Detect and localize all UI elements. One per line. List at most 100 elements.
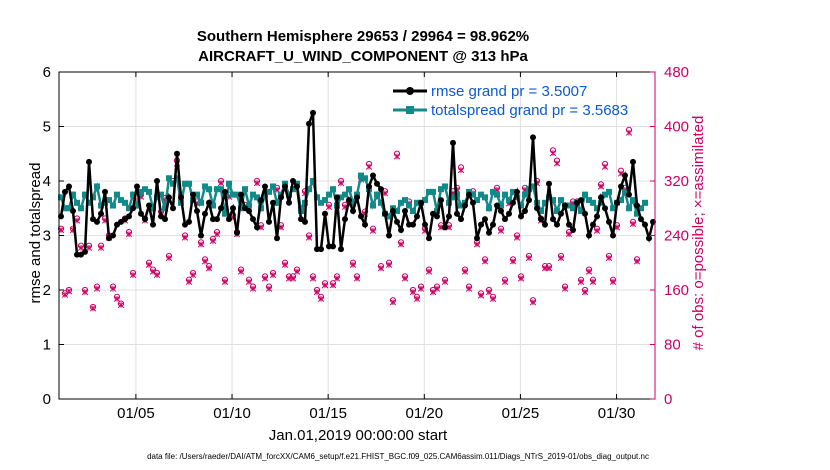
obs-assimilated-point bbox=[181, 234, 189, 241]
totalspread-point bbox=[530, 183, 536, 190]
totalspread-point bbox=[478, 191, 484, 198]
chart-title: Southern Hemisphere 29653 / 29964 = 98.9… bbox=[197, 28, 529, 45]
totalspread-point bbox=[158, 191, 164, 198]
totalspread-point bbox=[566, 202, 572, 209]
y-tick-label: 5 bbox=[43, 119, 51, 136]
rmse-point bbox=[302, 218, 308, 225]
totalspread-point bbox=[186, 180, 192, 187]
totalspread-point bbox=[222, 210, 228, 217]
y2-tick-label: 0 bbox=[664, 391, 672, 408]
rmse-point bbox=[350, 207, 356, 214]
obs-assimilated-point bbox=[401, 275, 409, 282]
rmse-point bbox=[598, 194, 604, 201]
obs-assimilated-point bbox=[265, 285, 273, 292]
rmse-point bbox=[558, 210, 564, 217]
rmse-point bbox=[202, 210, 208, 217]
y-tick-label: 3 bbox=[43, 228, 51, 245]
obs-assimilated-point bbox=[481, 258, 489, 265]
rmse-point bbox=[586, 232, 592, 239]
rmse-point bbox=[66, 183, 72, 190]
rmse-point bbox=[266, 218, 272, 225]
rmse-point bbox=[234, 229, 240, 236]
obs-assimilated-point bbox=[517, 275, 525, 282]
totalspread-point bbox=[370, 202, 376, 209]
obs-assimilated-point bbox=[609, 278, 617, 285]
totalspread-point bbox=[286, 191, 292, 198]
rmse-point bbox=[438, 197, 444, 204]
rmse-point bbox=[426, 235, 432, 242]
obs-assimilated-point bbox=[385, 261, 393, 268]
y2-tick-label: 320 bbox=[664, 173, 689, 190]
totalspread-point bbox=[510, 188, 516, 195]
obs-assimilated-point bbox=[205, 265, 213, 272]
rmse-point bbox=[86, 158, 92, 165]
rmse-point bbox=[490, 221, 496, 228]
rmse-point bbox=[542, 221, 548, 228]
totalspread-point bbox=[486, 205, 492, 212]
rmse-point bbox=[362, 221, 368, 228]
totalspread-point bbox=[206, 186, 212, 193]
rmse-point bbox=[482, 216, 488, 223]
rmse-point bbox=[166, 194, 172, 201]
obs-assimilated-point bbox=[321, 282, 329, 289]
totalspread-point bbox=[138, 188, 144, 195]
totalspread-point bbox=[346, 186, 352, 193]
rmse-point bbox=[306, 120, 312, 127]
obs-assimilated-point bbox=[109, 285, 117, 292]
totalspread-point bbox=[198, 199, 204, 206]
totalspread-point bbox=[226, 180, 232, 187]
rmse-point bbox=[330, 243, 336, 250]
obs-assimilated-point bbox=[353, 275, 361, 282]
x-tick-label: 01/25 bbox=[502, 405, 540, 422]
totalspread-point bbox=[170, 180, 176, 187]
obs-assimilated-point bbox=[333, 275, 341, 282]
obs-assimilated-point bbox=[597, 183, 605, 190]
totalspread-point bbox=[402, 197, 408, 204]
x-tick-label: 01/15 bbox=[309, 405, 347, 422]
rmse-point bbox=[578, 197, 584, 204]
rmse-point bbox=[402, 207, 408, 214]
rmse-point bbox=[178, 194, 184, 201]
totalspread-point bbox=[130, 191, 136, 198]
obs-assimilated-point bbox=[337, 179, 345, 187]
obs-assimilated-point bbox=[553, 160, 561, 167]
rmse-point bbox=[338, 246, 344, 253]
rmse-point bbox=[394, 218, 400, 225]
obs-assimilated-point bbox=[165, 254, 173, 262]
totalspread-point bbox=[322, 197, 328, 204]
rmse-point bbox=[318, 246, 324, 253]
totalspread-point bbox=[134, 202, 140, 209]
rmse-point bbox=[322, 210, 328, 217]
totalspread-point bbox=[118, 197, 124, 204]
rmse-point bbox=[310, 109, 316, 116]
rmse-point bbox=[358, 213, 364, 220]
totalspread-point bbox=[442, 183, 448, 190]
totalspread-point bbox=[638, 205, 644, 212]
obs-assimilated-point bbox=[249, 285, 257, 292]
rmse-point bbox=[414, 213, 420, 220]
rmse-point bbox=[294, 183, 300, 190]
totalspread-point bbox=[62, 205, 68, 212]
obs-assimilated-point bbox=[185, 278, 193, 285]
totalspread-point bbox=[414, 199, 420, 206]
grid bbox=[59, 72, 655, 399]
rmse-point bbox=[638, 216, 644, 223]
y2-tick-label: 240 bbox=[664, 228, 689, 245]
rmse-point bbox=[534, 205, 540, 212]
obs-assimilated-point bbox=[473, 241, 481, 248]
data-file-note: data file: /Users/raeder/DAI/ATM_forcXX/… bbox=[147, 452, 649, 461]
totalspread-point bbox=[538, 207, 544, 214]
totalspread-point bbox=[174, 175, 180, 182]
obs-assimilated-point bbox=[81, 288, 89, 296]
rmse-point bbox=[546, 180, 552, 187]
rmse-point bbox=[286, 199, 292, 206]
obs-assimilated-point bbox=[633, 258, 641, 265]
y-tick-label: 0 bbox=[43, 391, 51, 408]
rmse-point bbox=[174, 150, 180, 157]
obs-assimilated-point bbox=[313, 288, 321, 296]
rmse-point bbox=[230, 205, 236, 212]
rmse-point bbox=[378, 186, 384, 193]
obs-assimilated-point bbox=[89, 305, 97, 312]
rmse-point bbox=[218, 205, 224, 212]
totalspread-point bbox=[410, 207, 416, 214]
